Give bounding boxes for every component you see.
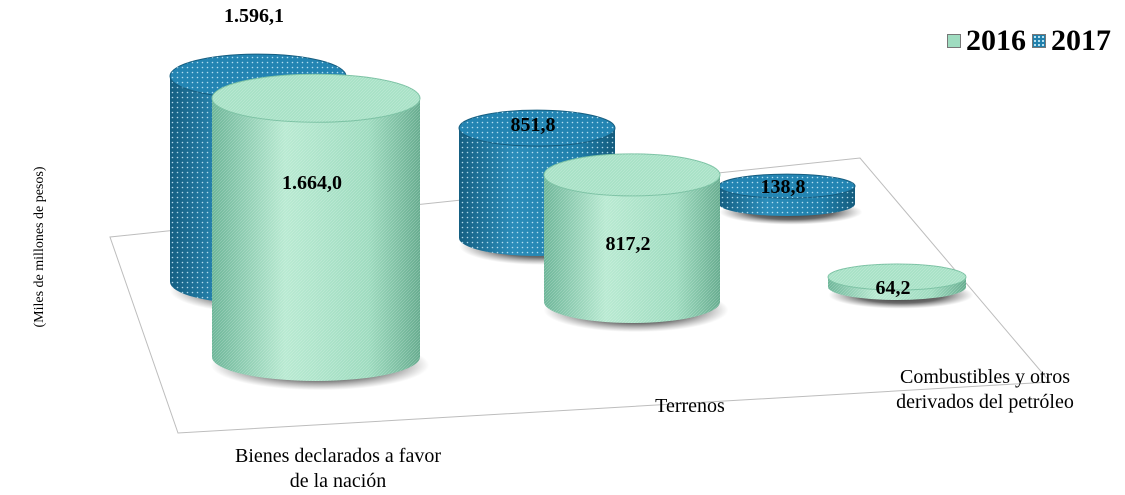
category-label-combustibles-line2: derivados del petróleo (896, 391, 1074, 413)
category-label-terrenos: Terrenos (600, 394, 780, 419)
data-label-2016-0: 1.664,0 (282, 172, 342, 194)
bar-2016-0 (211, 73, 421, 382)
legend-item-2017: 2017 (1032, 24, 1111, 58)
category-label-combustibles: Combustibles y otros derivados del petró… (860, 365, 1110, 415)
legend-item-2016: 2016 (947, 24, 1026, 58)
category-label-combustibles-line1: Combustibles y otros (899, 366, 1070, 388)
bar-2016-1 (543, 153, 721, 323)
category-label-bienes-line2: de la nación (289, 470, 387, 492)
category-label-bienes-line1: Bienes declarados a favor (234, 445, 441, 467)
category-label-terrenos-line1: Terrenos (655, 395, 725, 417)
data-label-2017-2: 138,8 (761, 176, 806, 198)
legend-label-2017: 2017 (1051, 24, 1111, 57)
data-label-2016-1: 817,2 (606, 233, 651, 255)
y-axis-title-text: (Miles de millones de pesos) (32, 166, 47, 328)
legend-label-2016: 2016 (966, 24, 1026, 57)
bar-2017-2 (718, 173, 856, 216)
legend-swatch-2017 (1032, 34, 1046, 48)
data-label-2017-1: 851,8 (511, 114, 556, 136)
bar-2016-2 (827, 263, 967, 300)
legend-swatch-2016 (947, 34, 961, 48)
category-label-bienes: Bienes declarados a favor de la nación (208, 444, 468, 494)
data-label-2016-2: 64,2 (876, 277, 911, 299)
legend: 2016 2017 (941, 24, 1111, 58)
data-label-2017-0: 1.596,1 (224, 5, 284, 27)
